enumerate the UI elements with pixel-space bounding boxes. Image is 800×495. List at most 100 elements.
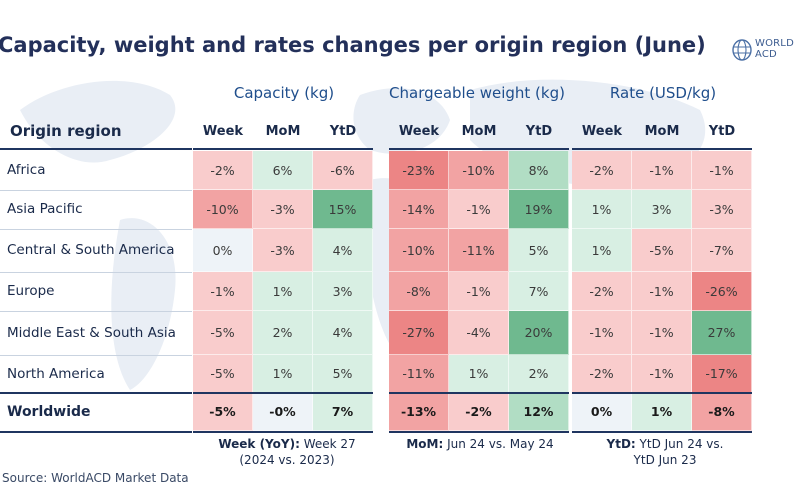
row-separator-1	[0, 229, 192, 230]
group-worldwide-top-rule-2	[572, 392, 752, 394]
cell-5-1: 1%	[253, 355, 313, 393]
cell-5-6: -2%	[572, 355, 632, 393]
cell-3-1: 1%	[253, 272, 313, 311]
row-label-1: Asia Pacific	[7, 201, 83, 217]
footnote-week: Week (YoY): Week 27 (2024 vs. 2023)	[212, 436, 362, 468]
group-header-rule-1	[389, 148, 569, 150]
cell-5-4: 1%	[449, 355, 509, 393]
cell-2-7: -5%	[632, 229, 692, 272]
cell-6-7: 1%	[632, 393, 692, 431]
row-separator-2	[0, 272, 192, 273]
group-header-2: Rate (USD/kg)	[609, 84, 717, 102]
logo-line-1: WORLD	[755, 38, 794, 49]
cell-6-3: -13%	[389, 393, 449, 431]
cell-3-5: 7%	[509, 272, 569, 311]
column-header-0-ytd: YtD	[329, 124, 357, 139]
cell-0-7: -1%	[632, 151, 692, 190]
cell-0-3: -23%	[389, 151, 449, 190]
cell-4-4: -4%	[449, 311, 509, 355]
cell-2-1: -3%	[253, 229, 313, 272]
footnote-ytd-label: YtD:	[606, 437, 636, 451]
group-worldwide-top-rule-1	[389, 392, 569, 394]
cell-3-6: -2%	[572, 272, 632, 311]
group-header-rule-2	[572, 148, 752, 150]
cell-2-8: -7%	[692, 229, 752, 272]
cell-4-0: -5%	[193, 311, 253, 355]
cell-6-6: 0%	[572, 393, 632, 431]
cell-3-2: 3%	[313, 272, 373, 311]
row-label-3: Europe	[7, 283, 55, 299]
column-header-2-mom: MoM	[644, 124, 680, 139]
cell-0-4: -10%	[449, 151, 509, 190]
group-header-0: Capacity (kg)	[233, 84, 335, 102]
logo-line-2: ACD	[755, 49, 777, 60]
cell-6-0: -5%	[193, 393, 253, 431]
footnote-mom-text: Jun 24 vs. May 24	[447, 437, 554, 451]
cell-1-0: -10%	[193, 190, 253, 229]
cell-1-6: 1%	[572, 190, 632, 229]
cell-1-1: -3%	[253, 190, 313, 229]
cell-3-7: -1%	[632, 272, 692, 311]
footnote-ytd-text2: YtD Jun 23	[633, 453, 697, 467]
cell-6-2: 7%	[313, 393, 373, 431]
cell-5-0: -5%	[193, 355, 253, 393]
group-worldwide-top-rule-0	[193, 392, 373, 394]
cell-4-3: -27%	[389, 311, 449, 355]
column-header-2-ytd: YtD	[708, 124, 736, 139]
footnote-ytd-text: YtD Jun 24 vs.	[639, 437, 724, 451]
footnote-week-label: Week (YoY):	[218, 437, 300, 451]
cell-2-5: 5%	[509, 229, 569, 272]
group-bottom-rule-2	[572, 431, 752, 433]
row-separator-4	[0, 355, 192, 356]
footnote-week-text: Week 27	[303, 437, 356, 451]
cell-3-8: -26%	[692, 272, 752, 311]
cell-4-5: 20%	[509, 311, 569, 355]
row-separator-0	[0, 190, 192, 191]
row-label-0: Africa	[7, 162, 46, 178]
column-header-2-week: Week	[581, 124, 623, 139]
footnote-mom: MoM: Jun 24 vs. May 24	[385, 436, 575, 452]
logo-text: WORLD ACD	[755, 38, 794, 60]
cell-1-7: 3%	[632, 190, 692, 229]
worldacd-logo: WORLD ACD	[731, 36, 797, 68]
cell-1-2: 15%	[313, 190, 373, 229]
group-header-rule-0	[193, 148, 373, 150]
cell-4-2: 4%	[313, 311, 373, 355]
group-header-1: Chargeable weight (kg)	[389, 84, 565, 102]
footnote-week-text2: (2024 vs. 2023)	[239, 453, 335, 467]
cell-0-1: 6%	[253, 151, 313, 190]
cell-3-0: -1%	[193, 272, 253, 311]
column-header-1-mom: MoM	[461, 124, 497, 139]
cell-0-6: -2%	[572, 151, 632, 190]
cell-0-8: -1%	[692, 151, 752, 190]
cell-4-7: -1%	[632, 311, 692, 355]
cell-2-4: -11%	[449, 229, 509, 272]
cell-3-3: -8%	[389, 272, 449, 311]
cell-0-5: 8%	[509, 151, 569, 190]
group-bottom-rule-1	[389, 431, 569, 433]
row-label-5: North America	[7, 365, 105, 382]
cell-6-4: -2%	[449, 393, 509, 431]
cell-1-4: -1%	[449, 190, 509, 229]
cell-1-5: 19%	[509, 190, 569, 229]
row-label-4: Middle East & South Asia	[7, 324, 176, 341]
cell-5-7: -1%	[632, 355, 692, 393]
cell-0-0: -2%	[193, 151, 253, 190]
footnote-ytd: YtD: YtD Jun 24 vs. YtD Jun 23	[590, 436, 740, 468]
chart-title: Capacity, weight and rates changes per o…	[0, 33, 706, 57]
column-header-1-week: Week	[398, 124, 440, 139]
cell-2-2: 4%	[313, 229, 373, 272]
cell-4-1: 2%	[253, 311, 313, 355]
globe-icon	[732, 39, 752, 61]
cell-0-2: -6%	[313, 151, 373, 190]
source-note: Source: WorldACD Market Data	[2, 471, 189, 485]
cell-3-4: -1%	[449, 272, 509, 311]
column-header-1-ytd: YtD	[525, 124, 553, 139]
row-label-2: Central & South America	[7, 242, 175, 258]
cell-2-6: 1%	[572, 229, 632, 272]
column-header-0-week: Week	[202, 124, 244, 139]
cell-4-8: 27%	[692, 311, 752, 355]
cell-6-8: -8%	[692, 393, 752, 431]
column-header-0-mom: MoM	[265, 124, 301, 139]
cell-5-2: 5%	[313, 355, 373, 393]
